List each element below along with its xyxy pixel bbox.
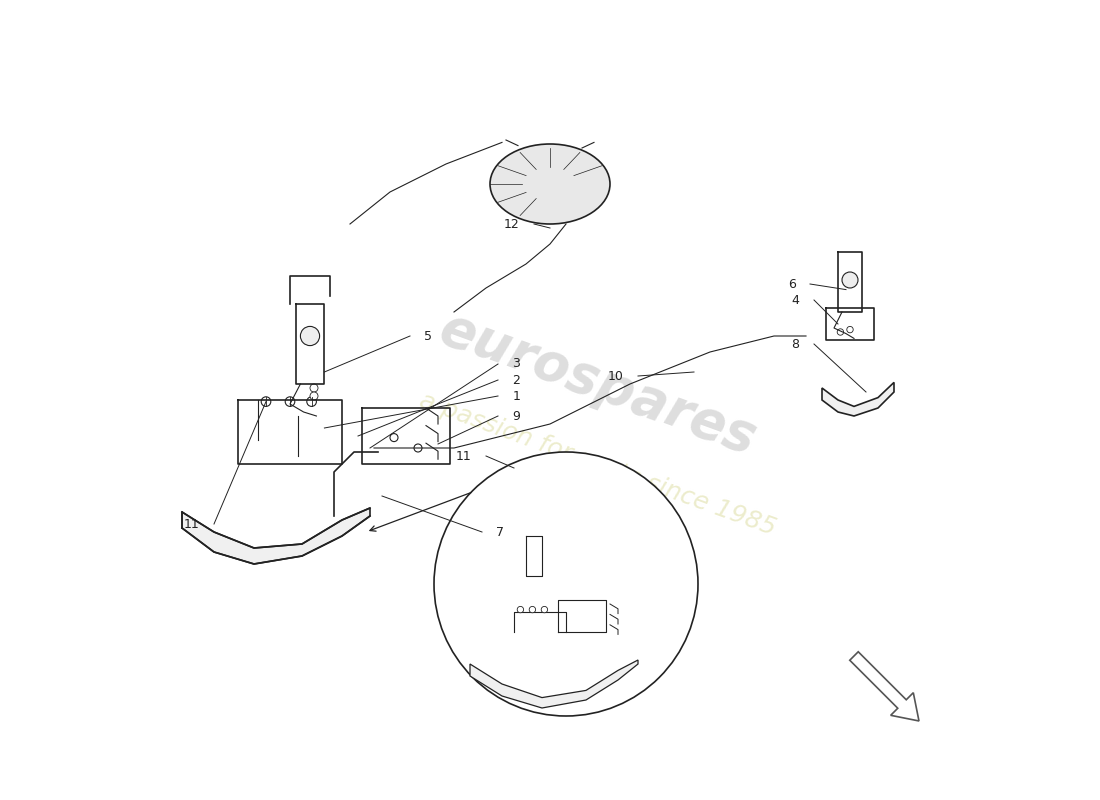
Circle shape	[842, 272, 858, 288]
Text: 5: 5	[425, 330, 432, 342]
Text: 9: 9	[513, 410, 520, 422]
Text: 8: 8	[792, 338, 800, 350]
Polygon shape	[182, 508, 370, 564]
Polygon shape	[822, 382, 894, 416]
Ellipse shape	[490, 144, 610, 224]
Text: 10: 10	[607, 370, 624, 382]
Circle shape	[300, 326, 320, 346]
FancyArrow shape	[850, 652, 918, 721]
Text: 11: 11	[455, 450, 472, 462]
Circle shape	[390, 434, 398, 442]
Text: 4: 4	[792, 294, 800, 306]
Circle shape	[434, 452, 698, 716]
Circle shape	[847, 326, 854, 333]
Polygon shape	[470, 660, 638, 708]
Circle shape	[837, 329, 844, 335]
Circle shape	[414, 444, 422, 452]
Circle shape	[517, 606, 524, 613]
Text: 1: 1	[513, 390, 520, 402]
Text: 11: 11	[184, 518, 199, 530]
Circle shape	[310, 392, 318, 400]
Circle shape	[261, 397, 271, 406]
Text: 3: 3	[513, 358, 520, 370]
Circle shape	[541, 606, 548, 613]
Text: 6: 6	[788, 278, 795, 290]
Circle shape	[310, 384, 318, 392]
Circle shape	[307, 397, 317, 406]
Circle shape	[529, 606, 536, 613]
Text: 12: 12	[504, 218, 519, 230]
Text: 2: 2	[513, 374, 520, 386]
Circle shape	[285, 397, 295, 406]
Text: a passion for parts since 1985: a passion for parts since 1985	[417, 388, 780, 540]
Text: eurospares: eurospares	[432, 302, 763, 466]
Text: 7: 7	[496, 526, 505, 538]
